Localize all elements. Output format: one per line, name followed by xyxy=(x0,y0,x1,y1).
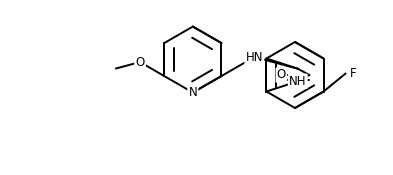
Text: N: N xyxy=(189,86,197,99)
Text: HN: HN xyxy=(246,51,263,64)
Text: O: O xyxy=(136,55,145,69)
Text: NH: NH xyxy=(289,75,307,88)
Text: O: O xyxy=(277,68,286,82)
Text: F: F xyxy=(350,67,356,80)
